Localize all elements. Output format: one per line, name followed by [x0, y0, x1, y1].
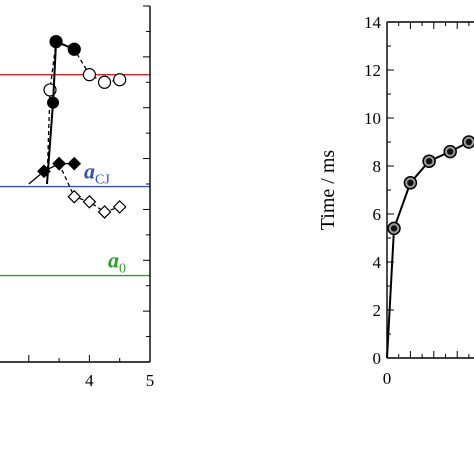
- right-series-0-marker-core: [446, 148, 454, 155]
- series-0-marker: [82, 68, 97, 82]
- series-2-marker: [67, 189, 82, 204]
- series-2-marker: [82, 194, 97, 209]
- series-2-marker: [97, 205, 112, 219]
- right-chart-y-tick-label: 6: [373, 205, 382, 224]
- right-series-0-marker-core: [407, 179, 414, 186]
- right-chart-y-tick-label: 4: [373, 253, 382, 272]
- right-series-0-marker-core: [425, 158, 433, 165]
- right-chart-y-axis-label: Time / ms: [317, 150, 339, 231]
- left-chart-x-tick-label: 5: [146, 371, 155, 390]
- series-line-1: [45, 40, 75, 185]
- series-1-marker: [50, 35, 63, 48]
- reference-label-1: a0: [108, 248, 126, 277]
- series-3-marker: [37, 164, 51, 179]
- right-chart-y-tick-label: 2: [373, 301, 382, 320]
- series-0-marker: [113, 73, 127, 87]
- series-2-marker: [112, 200, 127, 214]
- left-chart-x-tick-label: 4: [85, 371, 94, 390]
- reference-label-subscript: CJ: [95, 173, 110, 188]
- right-chart-y-tick-label: 0: [373, 349, 382, 368]
- right-chart-y-tick-label: 12: [364, 61, 381, 80]
- series-3-marker: [67, 156, 82, 171]
- right-series-0-marker-core: [465, 138, 473, 146]
- right-chart-y-tick-label: 14: [364, 13, 382, 32]
- right-chart-x-tick-label: 0: [383, 369, 392, 388]
- series-0-marker: [97, 75, 112, 89]
- series-line-3: [28, 163, 75, 185]
- right-chart-y-tick-label: 10: [364, 109, 381, 128]
- reference-label-subscript: 0: [119, 262, 126, 277]
- series-1-marker: [47, 96, 60, 109]
- series-1-marker: [68, 43, 81, 56]
- right-series-0-marker-core: [390, 225, 398, 232]
- right-series-line-0: [386, 141, 470, 359]
- series-3-marker: [52, 156, 66, 171]
- right-chart-y-tick-label: 8: [373, 157, 382, 176]
- reference-label-0: aCJ: [84, 159, 110, 188]
